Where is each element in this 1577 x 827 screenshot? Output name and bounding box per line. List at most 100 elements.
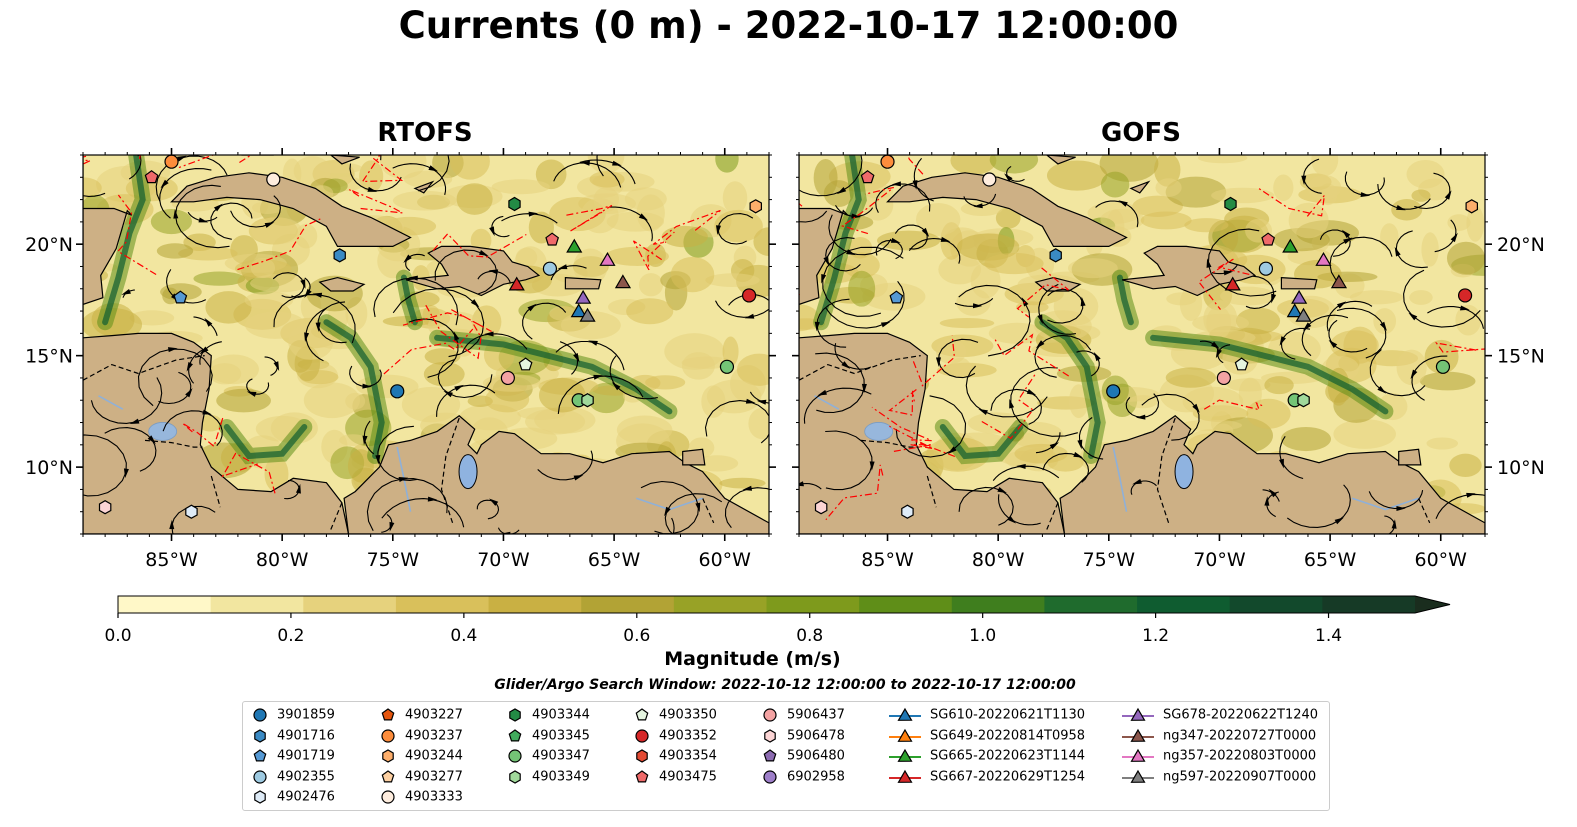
float-marker <box>185 504 198 519</box>
legend-marker <box>254 728 266 743</box>
speed-patch <box>1273 174 1294 201</box>
float-marker <box>1435 359 1451 374</box>
float-marker <box>749 199 763 214</box>
streamline-arrow <box>312 292 323 298</box>
legend-item: ng597-20220907T0000 <box>1121 768 1316 786</box>
streamline-arrow <box>978 408 988 416</box>
y-tick-label: 20°N <box>1497 234 1545 256</box>
streamline-arrow <box>1377 385 1387 394</box>
speed-patch <box>1068 384 1089 419</box>
speed-patch <box>1165 367 1217 388</box>
legend-marker <box>509 769 521 784</box>
speed-patch <box>988 322 1046 344</box>
hexagon-marker-icon <box>509 708 521 722</box>
y-tick-label: 20°N <box>25 234 73 256</box>
circle-marker-icon <box>253 769 267 784</box>
float-marker <box>1286 303 1303 318</box>
streamline-arrow <box>1206 258 1212 268</box>
land-mass <box>1129 180 1151 194</box>
legend-marker <box>253 708 267 722</box>
colorbar-segment <box>581 596 675 613</box>
streamline-arrow <box>1391 519 1397 529</box>
speed-patch <box>156 243 194 259</box>
speed-patch <box>1396 349 1427 386</box>
legend-item: 4901719 <box>251 747 335 765</box>
colorbar-tick-label: 1.4 <box>1315 626 1342 646</box>
river <box>1112 446 1128 512</box>
streamline-arrow <box>177 155 187 162</box>
circle-marker-icon <box>381 790 395 804</box>
streamline-arrow <box>841 361 851 369</box>
speed-patch <box>392 190 457 211</box>
streamline-arrow <box>186 362 193 372</box>
circle-marker-icon <box>381 728 395 743</box>
streamline-arrow <box>935 357 941 367</box>
float-marker <box>1291 289 1308 304</box>
float-marker <box>144 170 159 184</box>
streamline-arrow <box>489 226 495 237</box>
legend-label: 4903350 <box>659 707 717 723</box>
speed-patch <box>245 311 306 339</box>
float-marker <box>1258 261 1274 276</box>
streamline-arrow <box>557 264 568 270</box>
legend-label: SG610-20220621T1130 <box>930 707 1086 723</box>
colorbar-segment <box>395 596 490 613</box>
y-tick-label: 10°N <box>1497 457 1545 479</box>
streamline-arrow <box>121 288 131 295</box>
streamline-arrow <box>123 468 129 479</box>
float-marker <box>1106 384 1121 399</box>
float-marker <box>1465 199 1479 214</box>
legend-item: 4903244 <box>379 747 463 765</box>
float-marker <box>901 504 914 519</box>
colorbar-tick-label: 0.0 <box>104 626 131 646</box>
float-marker <box>1457 288 1473 303</box>
float-marker <box>575 289 592 304</box>
streamline-arrow <box>478 250 489 257</box>
colorbar-segment <box>1229 596 1323 613</box>
speed-patch <box>1424 339 1459 374</box>
speed-patch <box>1264 376 1294 395</box>
streamline-arrow <box>799 481 804 487</box>
colorbar-segment <box>1044 596 1138 613</box>
legend-marker <box>381 728 395 743</box>
streamline-arrow <box>427 496 438 502</box>
legend-item: SG610-20220621T1130 <box>888 706 1085 724</box>
speed-patch <box>244 291 294 310</box>
eez-boundary <box>632 231 675 271</box>
pentagon-marker-icon <box>635 769 649 782</box>
legend-label: 4903347 <box>532 748 590 764</box>
search-window-note: Glider/Argo Search Window: 2022-10-12 12… <box>494 677 1076 693</box>
streamline-arrow <box>273 361 280 371</box>
speed-patch <box>339 434 367 446</box>
streamline-arrow <box>1450 232 1458 243</box>
legend-item: 4903350 <box>633 706 717 724</box>
streamline <box>380 155 450 192</box>
streamline-arrow <box>1396 205 1406 211</box>
streamline-arrow <box>488 269 499 275</box>
speed-patch <box>722 336 739 367</box>
speed-patch <box>1349 290 1404 305</box>
streamline-arrow <box>1343 237 1353 245</box>
streamline-arrow <box>1271 293 1277 304</box>
streamline-arrow <box>1016 463 1026 469</box>
float-marker <box>880 155 895 169</box>
speed-patch <box>1100 171 1130 198</box>
colorbar-segment <box>1322 596 1416 613</box>
legend-item: 4903344 <box>506 706 590 724</box>
float-marker <box>814 500 828 515</box>
land-mass <box>957 155 990 156</box>
streamline-arrow <box>362 383 372 389</box>
float-marker <box>1330 274 1348 289</box>
speed-patch <box>989 155 1039 174</box>
eez-boundary <box>221 452 276 494</box>
speed-patch <box>359 160 384 193</box>
speed-patch <box>626 298 674 325</box>
legend-item: SG667-20220629T1254 <box>888 768 1085 786</box>
pentagon-marker-icon <box>381 769 395 782</box>
float-marker <box>266 172 281 187</box>
streamline-arrow <box>573 475 584 481</box>
streamline-arrow <box>367 186 378 192</box>
streamline-arrow <box>972 303 983 309</box>
legend-marker <box>1130 769 1146 783</box>
streamline-arrow <box>973 203 983 209</box>
